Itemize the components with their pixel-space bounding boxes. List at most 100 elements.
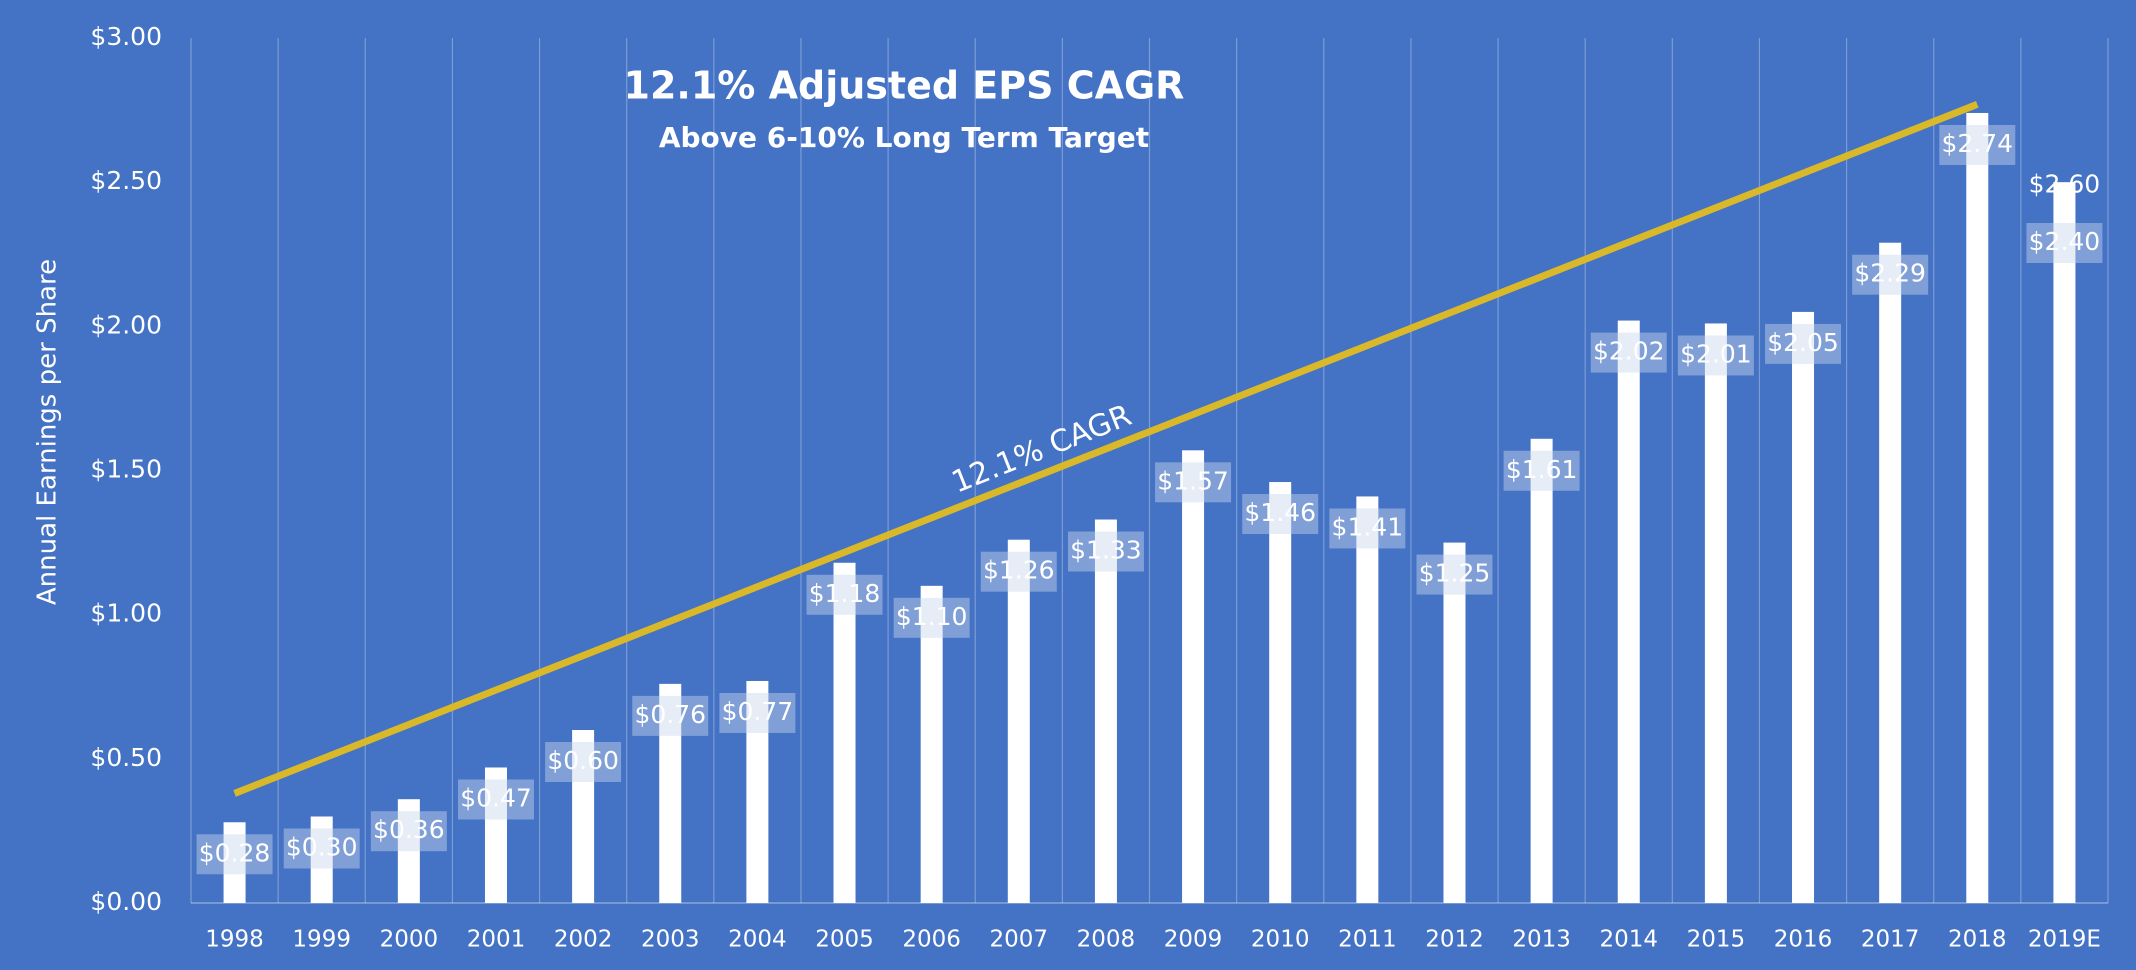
- x-tick-label: 2010: [1251, 927, 1310, 953]
- x-tick-label: 2019E: [2028, 927, 2101, 953]
- x-tick-label: 2003: [641, 927, 700, 953]
- label-box: [196, 834, 273, 875]
- bar: [833, 562, 856, 903]
- x-tick-label: 2012: [1425, 927, 1484, 953]
- chart-title: 12.1% Adjusted EPS CAGR: [624, 64, 1185, 108]
- bar: [1617, 320, 1640, 904]
- x-tick-label: 2016: [1774, 927, 1833, 953]
- x-tick-label: 2002: [554, 927, 613, 953]
- label-box: [1590, 332, 1667, 373]
- label-box: [893, 597, 970, 638]
- value-label: $1.25: [1419, 559, 1491, 588]
- bar: [1704, 323, 1727, 903]
- label-box: [1852, 254, 1929, 295]
- x-tick-label: 2008: [1077, 927, 1136, 953]
- bar: [223, 822, 246, 903]
- x-tick-label: 1999: [292, 927, 351, 953]
- value-label: $1.57: [1157, 466, 1229, 495]
- x-tick-label: 2014: [1599, 927, 1658, 953]
- bar: [920, 585, 943, 903]
- x-tick-label: 2018: [1948, 927, 2007, 953]
- y-tick-label: $1.00: [90, 599, 162, 628]
- bar: [1792, 311, 1815, 904]
- bar: [310, 816, 333, 903]
- value-label: $2.60: [2029, 169, 2101, 198]
- y-tick-label: $3.00: [90, 22, 162, 51]
- y-tick-label: $0.00: [90, 887, 162, 916]
- bar: [484, 767, 507, 903]
- bar: [2053, 182, 2076, 903]
- value-label: $2.05: [1767, 328, 1839, 357]
- bar: [397, 799, 420, 903]
- value-label: $1.46: [1244, 498, 1316, 527]
- value-label: $0.28: [199, 838, 271, 867]
- value-label: $1.61: [1506, 455, 1578, 484]
- x-tick-label: 2011: [1338, 927, 1397, 953]
- value-label: $1.26: [983, 556, 1055, 585]
- value-label: $1.33: [1070, 536, 1142, 565]
- value-label: $0.77: [722, 697, 794, 726]
- bar: [1356, 496, 1379, 903]
- x-tick-label: 2005: [815, 927, 874, 953]
- bar: [572, 730, 595, 903]
- label-box: [1503, 450, 1580, 491]
- bar: [659, 683, 682, 903]
- value-label: $2.29: [1854, 259, 1926, 288]
- x-tick-label: 2004: [728, 927, 787, 953]
- value-label: $1.18: [809, 579, 881, 608]
- x-tick-label: 2017: [1861, 927, 1920, 953]
- label-box: [1067, 531, 1144, 572]
- bar: [1094, 519, 1117, 903]
- y-tick-label: $2.50: [90, 166, 162, 195]
- bar: [1530, 438, 1553, 903]
- value-label: $1.41: [1332, 512, 1404, 541]
- label-box: [1155, 462, 1232, 503]
- x-tick-label: 1998: [205, 927, 264, 953]
- value-label: $2.40: [2029, 227, 2101, 256]
- x-tick-label: 2013: [1512, 927, 1571, 953]
- label-box: [1329, 508, 1406, 549]
- bar: [1182, 450, 1205, 903]
- x-tick-label: 2007: [990, 927, 1049, 953]
- y-axis-label: Annual Earnings per Share: [33, 259, 63, 605]
- label-box: [632, 695, 709, 736]
- label-box: [1939, 124, 2016, 165]
- bar: [746, 680, 769, 903]
- bar: [1879, 242, 1902, 903]
- label-box: [1677, 335, 1754, 376]
- label-box: [545, 742, 622, 782]
- x-tick-label: 2000: [380, 927, 439, 953]
- bar: [1007, 539, 1030, 903]
- label-box: [806, 574, 883, 615]
- label-box: [1416, 554, 1493, 595]
- x-tick-label: 2001: [467, 927, 526, 953]
- bar: [1966, 112, 1989, 903]
- label-box: [980, 551, 1057, 592]
- value-label: $2.02: [1593, 337, 1665, 366]
- bar: [1443, 542, 1466, 903]
- value-label: $0.76: [634, 700, 706, 729]
- label-box: [370, 811, 447, 852]
- chart-subtitle: Above 6-10% Long Term Target: [659, 121, 1149, 154]
- value-label: $1.10: [896, 602, 968, 631]
- value-label: $0.30: [286, 833, 358, 862]
- value-label: $2.74: [1942, 129, 2014, 158]
- x-tick-label: 2006: [902, 927, 961, 953]
- label-box: [1765, 323, 1842, 364]
- label-box: [457, 779, 534, 820]
- trend-line: [233, 101, 1979, 797]
- value-label: $0.36: [373, 815, 445, 844]
- x-tick-label: 2015: [1687, 927, 1746, 953]
- label-box: [283, 828, 360, 869]
- x-tick-label: 2009: [1164, 927, 1223, 953]
- value-label: $2.01: [1680, 339, 1752, 368]
- label-box: [2026, 223, 2103, 263]
- y-tick-label: $1.50: [90, 455, 162, 484]
- y-tick-label: $2.00: [90, 310, 162, 339]
- bar: [1269, 482, 1292, 903]
- value-label: $0.60: [547, 746, 619, 775]
- value-label: $0.47: [460, 783, 532, 812]
